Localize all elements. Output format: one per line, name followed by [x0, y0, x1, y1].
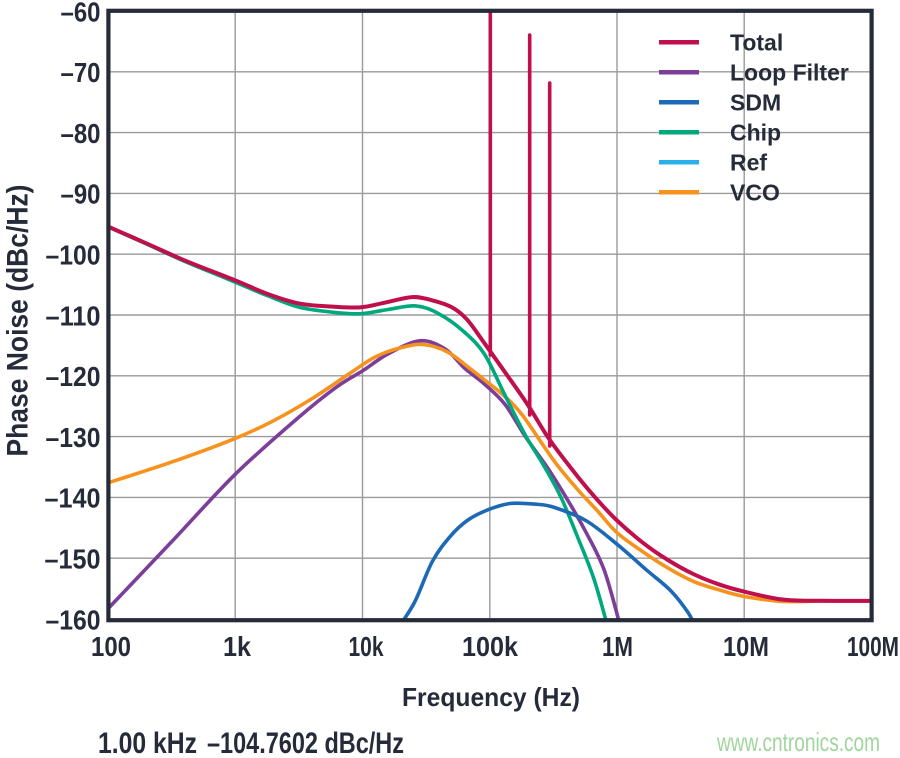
- svg-text:–60: –60: [61, 0, 101, 27]
- svg-text:–70: –70: [61, 57, 101, 88]
- svg-text:–130: –130: [46, 422, 101, 453]
- svg-text:–104.7602 dBc/Hz: –104.7602 dBc/Hz: [207, 727, 404, 758]
- svg-text:–110: –110: [46, 300, 101, 331]
- svg-text:–140: –140: [45, 483, 101, 514]
- svg-text:VCO: VCO: [730, 179, 780, 205]
- svg-text:Frequency (Hz): Frequency (Hz): [402, 682, 580, 712]
- svg-text:100: 100: [91, 631, 131, 662]
- svg-text:1.00 kHz: 1.00 kHz: [98, 727, 197, 758]
- svg-text:–100: –100: [46, 240, 101, 271]
- svg-text:100M: 100M: [847, 631, 899, 662]
- svg-text:Loop Filter: Loop Filter: [730, 59, 849, 85]
- svg-text:Phase Noise (dBc/Hz): Phase Noise (dBc/Hz): [2, 185, 35, 457]
- svg-text:–120: –120: [46, 361, 101, 392]
- svg-text:SDM: SDM: [730, 89, 781, 115]
- svg-text:10M: 10M: [723, 631, 769, 662]
- svg-text:1k: 1k: [223, 631, 252, 662]
- svg-text:Total: Total: [730, 29, 783, 55]
- svg-text:–150: –150: [45, 544, 101, 575]
- svg-text:Chip: Chip: [730, 119, 781, 145]
- svg-text:10k: 10k: [349, 631, 385, 662]
- svg-text:1M: 1M: [602, 631, 633, 662]
- svg-text:–80: –80: [61, 118, 101, 149]
- svg-text:Ref: Ref: [730, 149, 767, 175]
- svg-text:–160: –160: [46, 604, 101, 635]
- svg-text:www.cntronics.com: www.cntronics.com: [716, 727, 880, 757]
- svg-text:–90: –90: [61, 179, 101, 210]
- svg-text:100k: 100k: [462, 631, 519, 662]
